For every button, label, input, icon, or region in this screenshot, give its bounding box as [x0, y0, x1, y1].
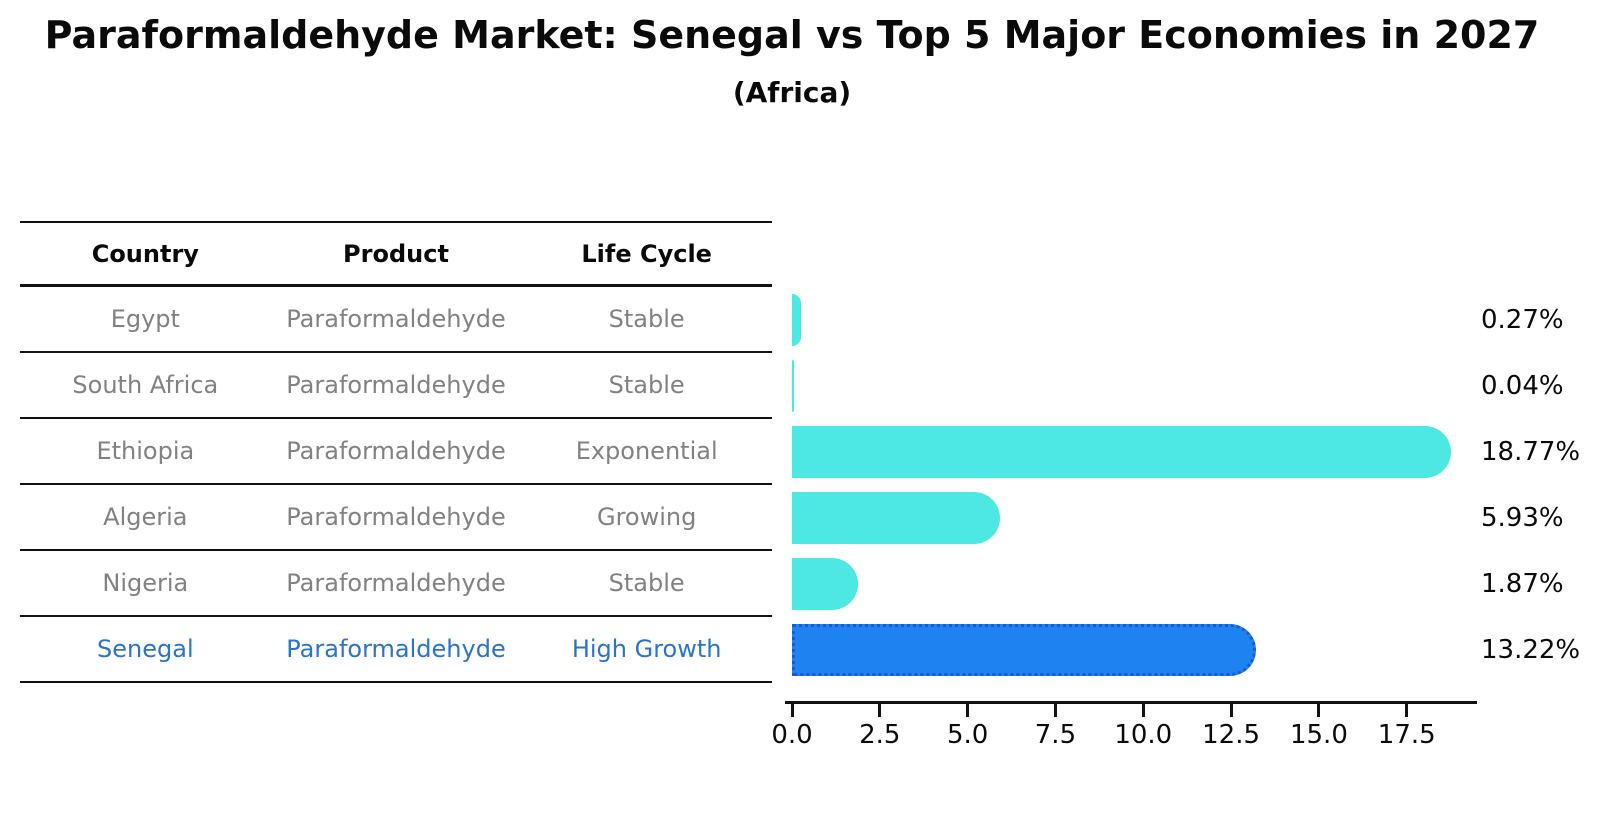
country-table: Country Product Life Cycle Egypt Paraformal… — [20, 221, 772, 683]
bar-egypt — [792, 294, 802, 346]
chart-subtitle: (Africa) — [732, 76, 852, 109]
table-cell: Paraformaldehyde — [286, 503, 506, 531]
table-cell: Growing — [596, 503, 697, 531]
table-row-egypt: Egypt Paraformaldehyde Stable — [20, 287, 772, 353]
bar-algeria — [792, 492, 1001, 544]
value-label-egypt: 0.27% — [1481, 305, 1564, 335]
table-cell: Nigeria — [102, 569, 189, 597]
x-tick-label: 10.0 — [1114, 720, 1173, 750]
table-cell: High Growth — [571, 635, 722, 663]
value-label-senegal: 13.22% — [1481, 635, 1581, 665]
table-cell: South Africa — [72, 371, 219, 399]
x-tick-label: 5.0 — [946, 720, 989, 750]
table-row-nigeria: Nigeria Paraformaldehyde Stable — [20, 551, 772, 617]
value-label-south-africa: 0.04% — [1481, 371, 1564, 401]
bar-nigeria — [792, 558, 858, 610]
x-tick-mark — [1405, 704, 1409, 717]
x-tick-mark — [1141, 704, 1145, 717]
bar-row-ethiopia — [792, 419, 1477, 485]
value-label-ethiopia: 18.77% — [1481, 437, 1581, 467]
table-row-algeria: Algeria Paraformaldehyde Growing — [20, 485, 772, 551]
value-label-column: 0.27% 0.04% 18.77% 5.93% 1.87% 13.22% — [1481, 287, 1603, 683]
x-axis-ticks: 0.0 2.5 5.0 7.5 10.0 12.5 15.0 17.5 — [771, 704, 1477, 760]
bar-south-africa — [792, 360, 794, 412]
bar-row-algeria — [792, 485, 1477, 551]
table-cell: Paraformaldehyde — [286, 371, 506, 399]
bar-row-south-africa — [792, 353, 1477, 419]
table-header-country: Country — [91, 239, 199, 268]
table-cell: Paraformaldehyde — [286, 437, 506, 465]
x-tick-label: 17.5 — [1377, 720, 1436, 750]
table-cell: Senegal — [97, 635, 194, 663]
x-tick-mark — [1317, 704, 1321, 717]
bar-row-senegal — [792, 617, 1477, 683]
x-tick-label: 0.0 — [771, 720, 813, 750]
bar-ethiopia — [792, 426, 1452, 478]
x-tick-label: 7.5 — [1034, 720, 1077, 750]
table-cell: Stable — [608, 305, 685, 333]
table-cell: Stable — [608, 371, 685, 399]
table-cell: Paraformaldehyde — [286, 569, 506, 597]
chart-title: Paraformaldehyde Market: Senegal vs Top … — [44, 13, 1540, 57]
x-tick-label: 2.5 — [859, 720, 901, 750]
table-cell: Stable — [608, 569, 685, 597]
table-row-ethiopia: Ethiopia Paraformaldehyde Exponential — [20, 419, 772, 485]
bar-plot-area — [792, 287, 1477, 683]
table-row-south-africa: South Africa Paraformaldehyde Stable — [20, 353, 772, 419]
table-cell: Paraformaldehyde — [286, 305, 506, 333]
x-tick-mark — [1229, 704, 1233, 717]
value-label-algeria: 5.93% — [1481, 503, 1564, 533]
table-cell: Egypt — [110, 305, 180, 333]
table-cell: Paraformaldehyde — [286, 635, 506, 663]
table-row-senegal: Senegal Paraformaldehyde High Growth — [20, 617, 772, 683]
x-tick-mark — [790, 704, 794, 717]
x-tick-label: 15.0 — [1289, 720, 1348, 750]
bar-senegal — [792, 624, 1257, 676]
x-tick-mark — [878, 704, 882, 717]
x-tick-label: 12.5 — [1202, 720, 1261, 750]
table-header-row: Country Product Life Cycle — [20, 221, 772, 287]
bar-row-egypt — [792, 287, 1477, 353]
x-axis-line — [785, 701, 1477, 704]
bar-row-nigeria — [792, 551, 1477, 617]
table-cell: Algeria — [103, 503, 188, 531]
x-tick-mark — [1053, 704, 1057, 717]
table-cell: Ethiopia — [96, 437, 195, 465]
table-header-life-cycle: Life Cycle — [581, 239, 712, 268]
table-cell: Exponential — [575, 437, 718, 465]
value-label-nigeria: 1.87% — [1481, 569, 1564, 599]
x-tick-mark — [966, 704, 970, 717]
table-header-product: Product — [343, 239, 449, 268]
table-body: Egypt Paraformaldehyde Stable South Africa P… — [20, 287, 772, 683]
